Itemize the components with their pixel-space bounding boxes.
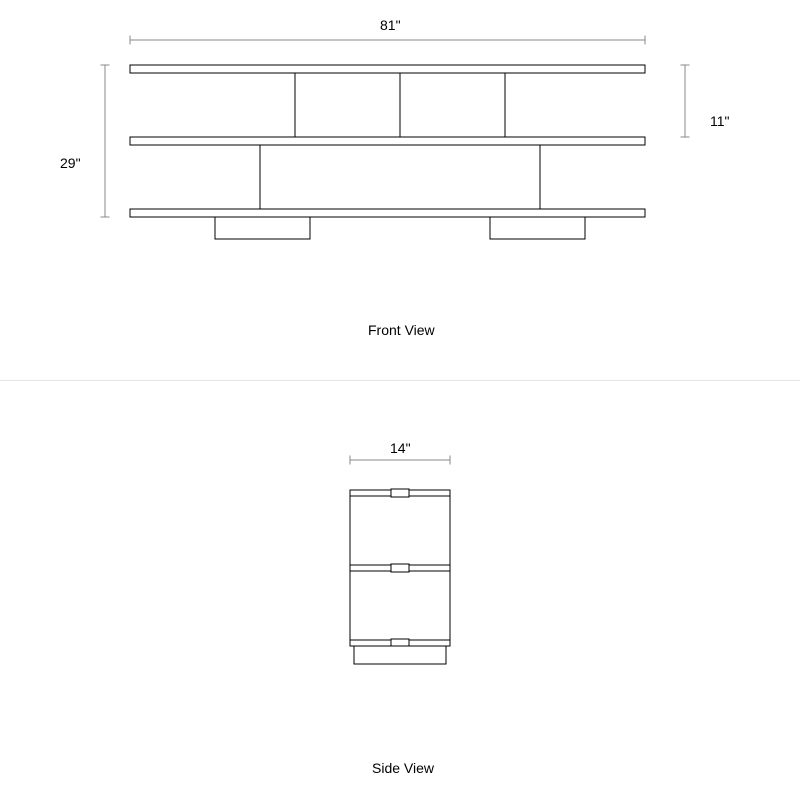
diagram-canvas: 81" 29" 11" Front View 14" Side View: [0, 0, 800, 800]
section-divider: [0, 380, 800, 381]
dim-height-29: 29": [60, 155, 81, 171]
side-view-drawing: [300, 430, 500, 740]
side-view-label: Side View: [372, 760, 434, 776]
front-view-drawing: [80, 20, 780, 260]
front-view-label: Front View: [368, 322, 435, 338]
